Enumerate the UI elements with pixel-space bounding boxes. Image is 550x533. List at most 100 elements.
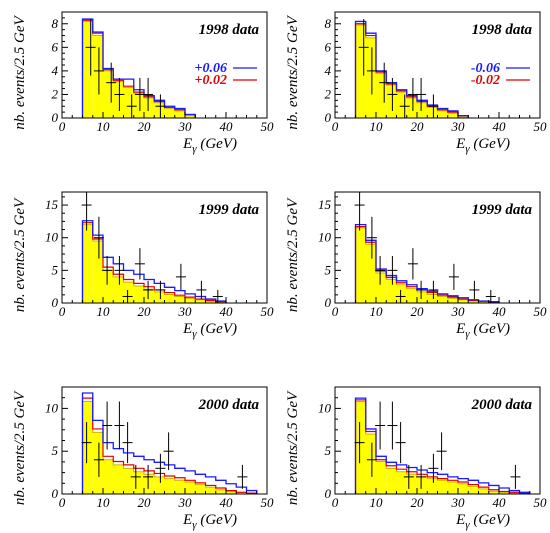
y-tick-label: 10 xyxy=(318,230,332,245)
x-tick-label: 40 xyxy=(493,119,507,134)
y-axis-label: nb. events/2.5 GeV xyxy=(12,197,28,312)
x-axis-label-subscript: γ xyxy=(465,328,470,340)
y-axis-label: nb. events/2.5 GeV xyxy=(285,15,301,130)
x-tick-label: 10 xyxy=(97,304,111,319)
series-line-yellow xyxy=(355,24,469,118)
x-tick-label: 50 xyxy=(261,304,275,319)
bar-yellow xyxy=(458,299,469,303)
x-tick-label: 30 xyxy=(178,495,193,510)
bar-yellow xyxy=(82,401,93,494)
y-tick-label: 2 xyxy=(52,86,59,101)
chart-title: 1998 data xyxy=(199,22,260,38)
series-line-blue xyxy=(81,392,258,494)
y-tick-label: 8 xyxy=(325,16,332,31)
x-tick-label: 0 xyxy=(332,119,339,134)
x-axis-label-subscript: γ xyxy=(465,143,470,155)
y-tick-label: 6 xyxy=(325,39,332,54)
chart-panel-3: 0 10 20 30 40 50 0 5 10 15 1999 data nb. events/2.5… xyxy=(12,191,275,340)
x-axis-label-unit: (GeV) xyxy=(197,136,237,152)
series-line-blue xyxy=(354,223,500,303)
bar-yellow xyxy=(396,284,407,303)
bar-yellow xyxy=(154,291,165,303)
chart-panel-1: 0 10 20 30 40 50 0 2 4 6 8 1998 data +0.06+0.02 nb. e… xyxy=(12,11,274,155)
bar-yellow xyxy=(144,289,155,303)
x-tick-label: 20 xyxy=(138,495,152,510)
y-tick-label: 0 xyxy=(325,110,332,125)
x-tick-label: 0 xyxy=(59,304,66,319)
x-axis-label-symbol: E xyxy=(182,512,192,528)
chart-title: 1999 data xyxy=(199,202,260,218)
bar-yellow xyxy=(113,81,124,118)
x-tick-label: 10 xyxy=(370,495,384,510)
x-tick-label: 40 xyxy=(493,304,507,319)
y-axis-label: nb. events/2.5 GeV xyxy=(12,390,28,505)
chart-title: 1998 data xyxy=(472,22,533,38)
x-tick-label: 20 xyxy=(411,119,425,134)
y-tick-label: 10 xyxy=(45,400,59,415)
legend-label-blue: -0.06 xyxy=(471,61,500,76)
bar-yellow xyxy=(447,482,458,494)
bar-yellow xyxy=(458,116,469,118)
x-tick-label: 30 xyxy=(178,304,193,319)
series-line-blue xyxy=(81,220,227,303)
bar-yellow xyxy=(386,279,397,303)
series-line-red xyxy=(354,399,531,494)
bar-yellow xyxy=(133,286,144,303)
bar-yellow xyxy=(468,486,479,494)
x-tick-label: 30 xyxy=(451,119,466,134)
bar-yellow xyxy=(386,85,397,118)
x-axis-label-symbol: E xyxy=(455,136,465,152)
bar-yellow xyxy=(133,93,144,118)
x-tick-label: 0 xyxy=(59,495,66,510)
bar-yellow xyxy=(205,301,216,303)
x-axis-label-subscript: γ xyxy=(192,328,197,340)
x-tick-label: 10 xyxy=(97,119,111,134)
bar-yellow xyxy=(365,244,376,303)
y-tick-label: 8 xyxy=(52,16,59,31)
x-axis-label-subscript: γ xyxy=(192,519,197,531)
y-tick-label: 2 xyxy=(325,86,332,101)
x-tick-label: 20 xyxy=(138,119,152,134)
x-tick-label: 30 xyxy=(451,495,466,510)
bar-yellow xyxy=(236,492,247,494)
chart-title: 2000 data xyxy=(471,397,533,413)
bar-yellow xyxy=(427,107,438,118)
series-line-red xyxy=(81,19,196,118)
x-axis-label: Eγ (GeV) xyxy=(182,512,237,531)
x-axis-label-symbol: E xyxy=(455,512,465,528)
x-tick-label: 0 xyxy=(332,304,339,319)
bar-yellow xyxy=(154,476,165,494)
bar-yellow xyxy=(226,491,237,494)
series-line-blue xyxy=(354,397,531,494)
x-axis-label-subscript: γ xyxy=(192,143,197,155)
y-tick-label: 15 xyxy=(45,197,59,212)
bar-yellow xyxy=(396,92,407,118)
y-tick-label: 5 xyxy=(325,443,332,458)
bar-yellow xyxy=(417,102,428,118)
bar-yellow xyxy=(123,468,134,494)
y-tick-label: 15 xyxy=(318,197,332,212)
y-tick-label: 0 xyxy=(52,486,59,501)
bar-yellow xyxy=(406,97,417,118)
y-tick-label: 0 xyxy=(325,295,332,310)
bar-yellow xyxy=(103,70,114,118)
bar-yellow xyxy=(437,110,448,118)
x-axis-label: Eγ (GeV) xyxy=(455,136,510,155)
x-axis-label-subscript: γ xyxy=(465,519,470,531)
bar-yellow xyxy=(499,492,510,494)
x-tick-label: 50 xyxy=(261,495,275,510)
x-tick-label: 50 xyxy=(534,304,548,319)
x-tick-label: 30 xyxy=(178,119,193,134)
x-axis-label-unit: (GeV) xyxy=(470,136,510,152)
bar-yellow xyxy=(133,471,144,494)
series-line-blue xyxy=(81,18,196,118)
bar-yellow xyxy=(488,491,499,494)
x-tick-label: 20 xyxy=(411,495,425,510)
series-line-red xyxy=(354,23,469,118)
bar-yellow xyxy=(185,482,196,494)
series-line-yellow xyxy=(355,401,531,495)
x-tick-label: 40 xyxy=(220,495,234,510)
bar-yellow xyxy=(417,291,428,303)
chart-title: 1999 data xyxy=(472,202,533,218)
y-tick-label: 0 xyxy=(325,486,332,501)
